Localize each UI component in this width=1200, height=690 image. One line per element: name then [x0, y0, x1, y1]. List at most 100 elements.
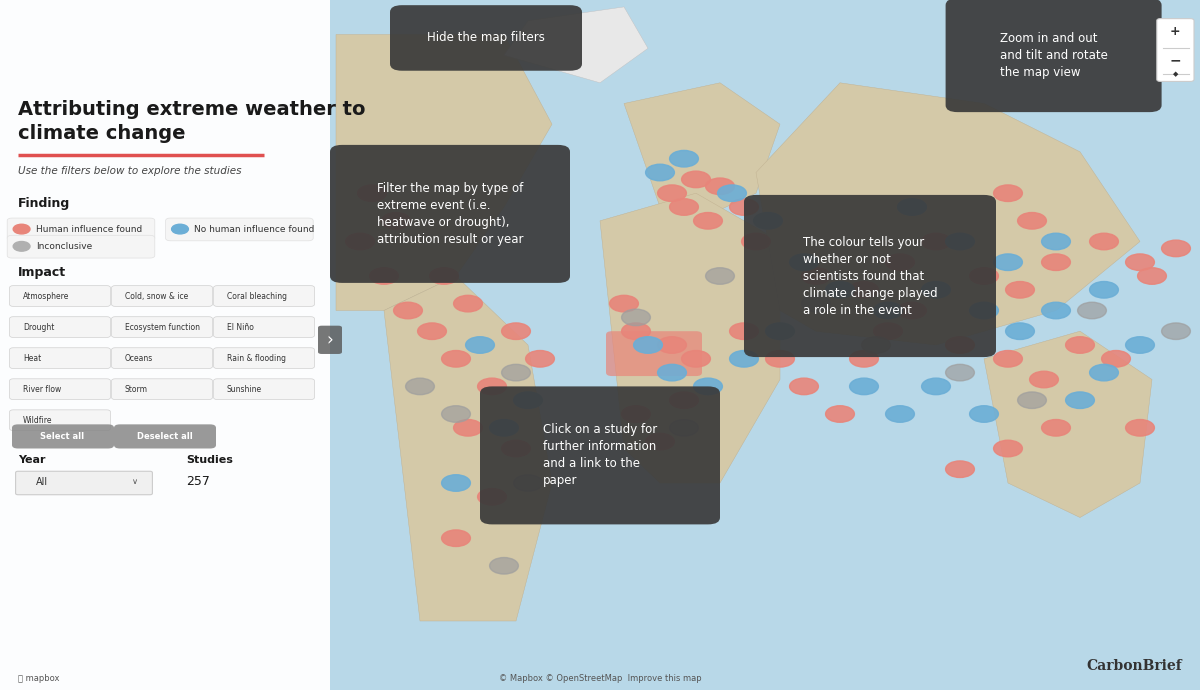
Text: Ecosystem function: Ecosystem function: [125, 322, 199, 332]
FancyBboxPatch shape: [946, 0, 1162, 112]
Text: Filter the map by type of
extreme event (i.e.
heatwave or drought),
attribution : Filter the map by type of extreme event …: [377, 182, 523, 246]
Circle shape: [922, 282, 950, 298]
Text: Atmosphere: Atmosphere: [23, 291, 70, 301]
Circle shape: [502, 440, 530, 457]
Circle shape: [694, 378, 722, 395]
Polygon shape: [756, 83, 1140, 345]
Circle shape: [946, 461, 974, 477]
Circle shape: [646, 433, 674, 450]
FancyBboxPatch shape: [12, 424, 114, 448]
Circle shape: [1090, 233, 1118, 250]
FancyBboxPatch shape: [112, 317, 212, 337]
Text: Rain & flooding: Rain & flooding: [227, 353, 286, 363]
Circle shape: [862, 337, 890, 353]
Circle shape: [418, 323, 446, 339]
Circle shape: [874, 323, 902, 339]
Circle shape: [466, 337, 494, 353]
Circle shape: [970, 406, 998, 422]
Circle shape: [1090, 282, 1118, 298]
Text: The colour tells your
whether or not
scientists found that
climate change played: The colour tells your whether or not sci…: [803, 235, 937, 317]
Circle shape: [730, 199, 758, 215]
Polygon shape: [504, 7, 648, 83]
Text: Drought: Drought: [23, 322, 54, 332]
FancyBboxPatch shape: [7, 218, 155, 241]
Polygon shape: [336, 34, 552, 310]
Text: Deselect all: Deselect all: [137, 432, 192, 442]
FancyBboxPatch shape: [114, 424, 216, 448]
Text: No human influence found: No human influence found: [194, 224, 314, 234]
FancyBboxPatch shape: [480, 386, 720, 524]
Circle shape: [1018, 213, 1046, 229]
Circle shape: [946, 233, 974, 250]
Circle shape: [622, 309, 650, 326]
Circle shape: [622, 406, 650, 422]
Circle shape: [886, 406, 914, 422]
Circle shape: [898, 199, 926, 215]
Circle shape: [1126, 420, 1154, 436]
Circle shape: [13, 241, 30, 251]
Circle shape: [1090, 364, 1118, 381]
Circle shape: [1126, 254, 1154, 270]
Circle shape: [490, 558, 518, 574]
Text: Heat: Heat: [23, 353, 41, 363]
Text: Use the filters below to explore the studies: Use the filters below to explore the stu…: [18, 166, 241, 175]
Text: −: −: [1170, 53, 1181, 67]
FancyBboxPatch shape: [0, 0, 330, 690]
Circle shape: [742, 233, 770, 250]
Circle shape: [826, 282, 854, 298]
FancyBboxPatch shape: [214, 379, 314, 400]
Text: Finding: Finding: [18, 197, 71, 210]
Circle shape: [994, 185, 1022, 201]
Text: Sunshine: Sunshine: [227, 384, 262, 394]
Circle shape: [850, 351, 878, 367]
Circle shape: [670, 150, 698, 167]
Circle shape: [718, 185, 746, 201]
Text: Wildfire: Wildfire: [23, 415, 53, 425]
Circle shape: [1162, 323, 1190, 339]
Circle shape: [922, 378, 950, 395]
FancyBboxPatch shape: [10, 410, 110, 431]
Text: El Niño: El Niño: [227, 322, 253, 332]
Circle shape: [514, 392, 542, 408]
Circle shape: [730, 323, 758, 339]
Circle shape: [766, 323, 794, 339]
FancyBboxPatch shape: [10, 286, 110, 306]
Text: Zoom in and out
and tilt and rotate
the map view: Zoom in and out and tilt and rotate the …: [1000, 32, 1108, 79]
Text: Click on a study for
further information
and a link to the
paper: Click on a study for further information…: [542, 424, 658, 487]
Circle shape: [382, 213, 410, 229]
FancyBboxPatch shape: [318, 326, 342, 354]
FancyBboxPatch shape: [744, 195, 996, 357]
Circle shape: [850, 378, 878, 395]
FancyBboxPatch shape: [214, 286, 314, 306]
FancyBboxPatch shape: [214, 348, 314, 368]
Circle shape: [790, 378, 818, 395]
FancyBboxPatch shape: [112, 348, 212, 368]
FancyBboxPatch shape: [214, 317, 314, 337]
Text: Ⓜ mapbox: Ⓜ mapbox: [18, 674, 60, 683]
Circle shape: [526, 351, 554, 367]
Circle shape: [1006, 282, 1034, 298]
Circle shape: [682, 171, 710, 188]
FancyBboxPatch shape: [10, 348, 110, 368]
Circle shape: [442, 475, 470, 491]
Circle shape: [610, 295, 638, 312]
Circle shape: [430, 268, 458, 284]
Circle shape: [454, 295, 482, 312]
Text: Hide the map filters: Hide the map filters: [427, 32, 545, 44]
Circle shape: [970, 268, 998, 284]
Text: 257: 257: [186, 475, 210, 488]
Circle shape: [502, 323, 530, 339]
Text: +: +: [1170, 25, 1181, 37]
FancyBboxPatch shape: [112, 286, 212, 306]
Text: Inconclusive: Inconclusive: [36, 241, 92, 251]
Circle shape: [1042, 233, 1070, 250]
Circle shape: [1138, 268, 1166, 284]
Circle shape: [1042, 254, 1070, 270]
Circle shape: [922, 233, 950, 250]
Circle shape: [994, 351, 1022, 367]
Circle shape: [370, 268, 398, 284]
Circle shape: [406, 378, 434, 395]
FancyBboxPatch shape: [166, 218, 313, 241]
Circle shape: [886, 254, 914, 270]
Polygon shape: [624, 83, 780, 221]
